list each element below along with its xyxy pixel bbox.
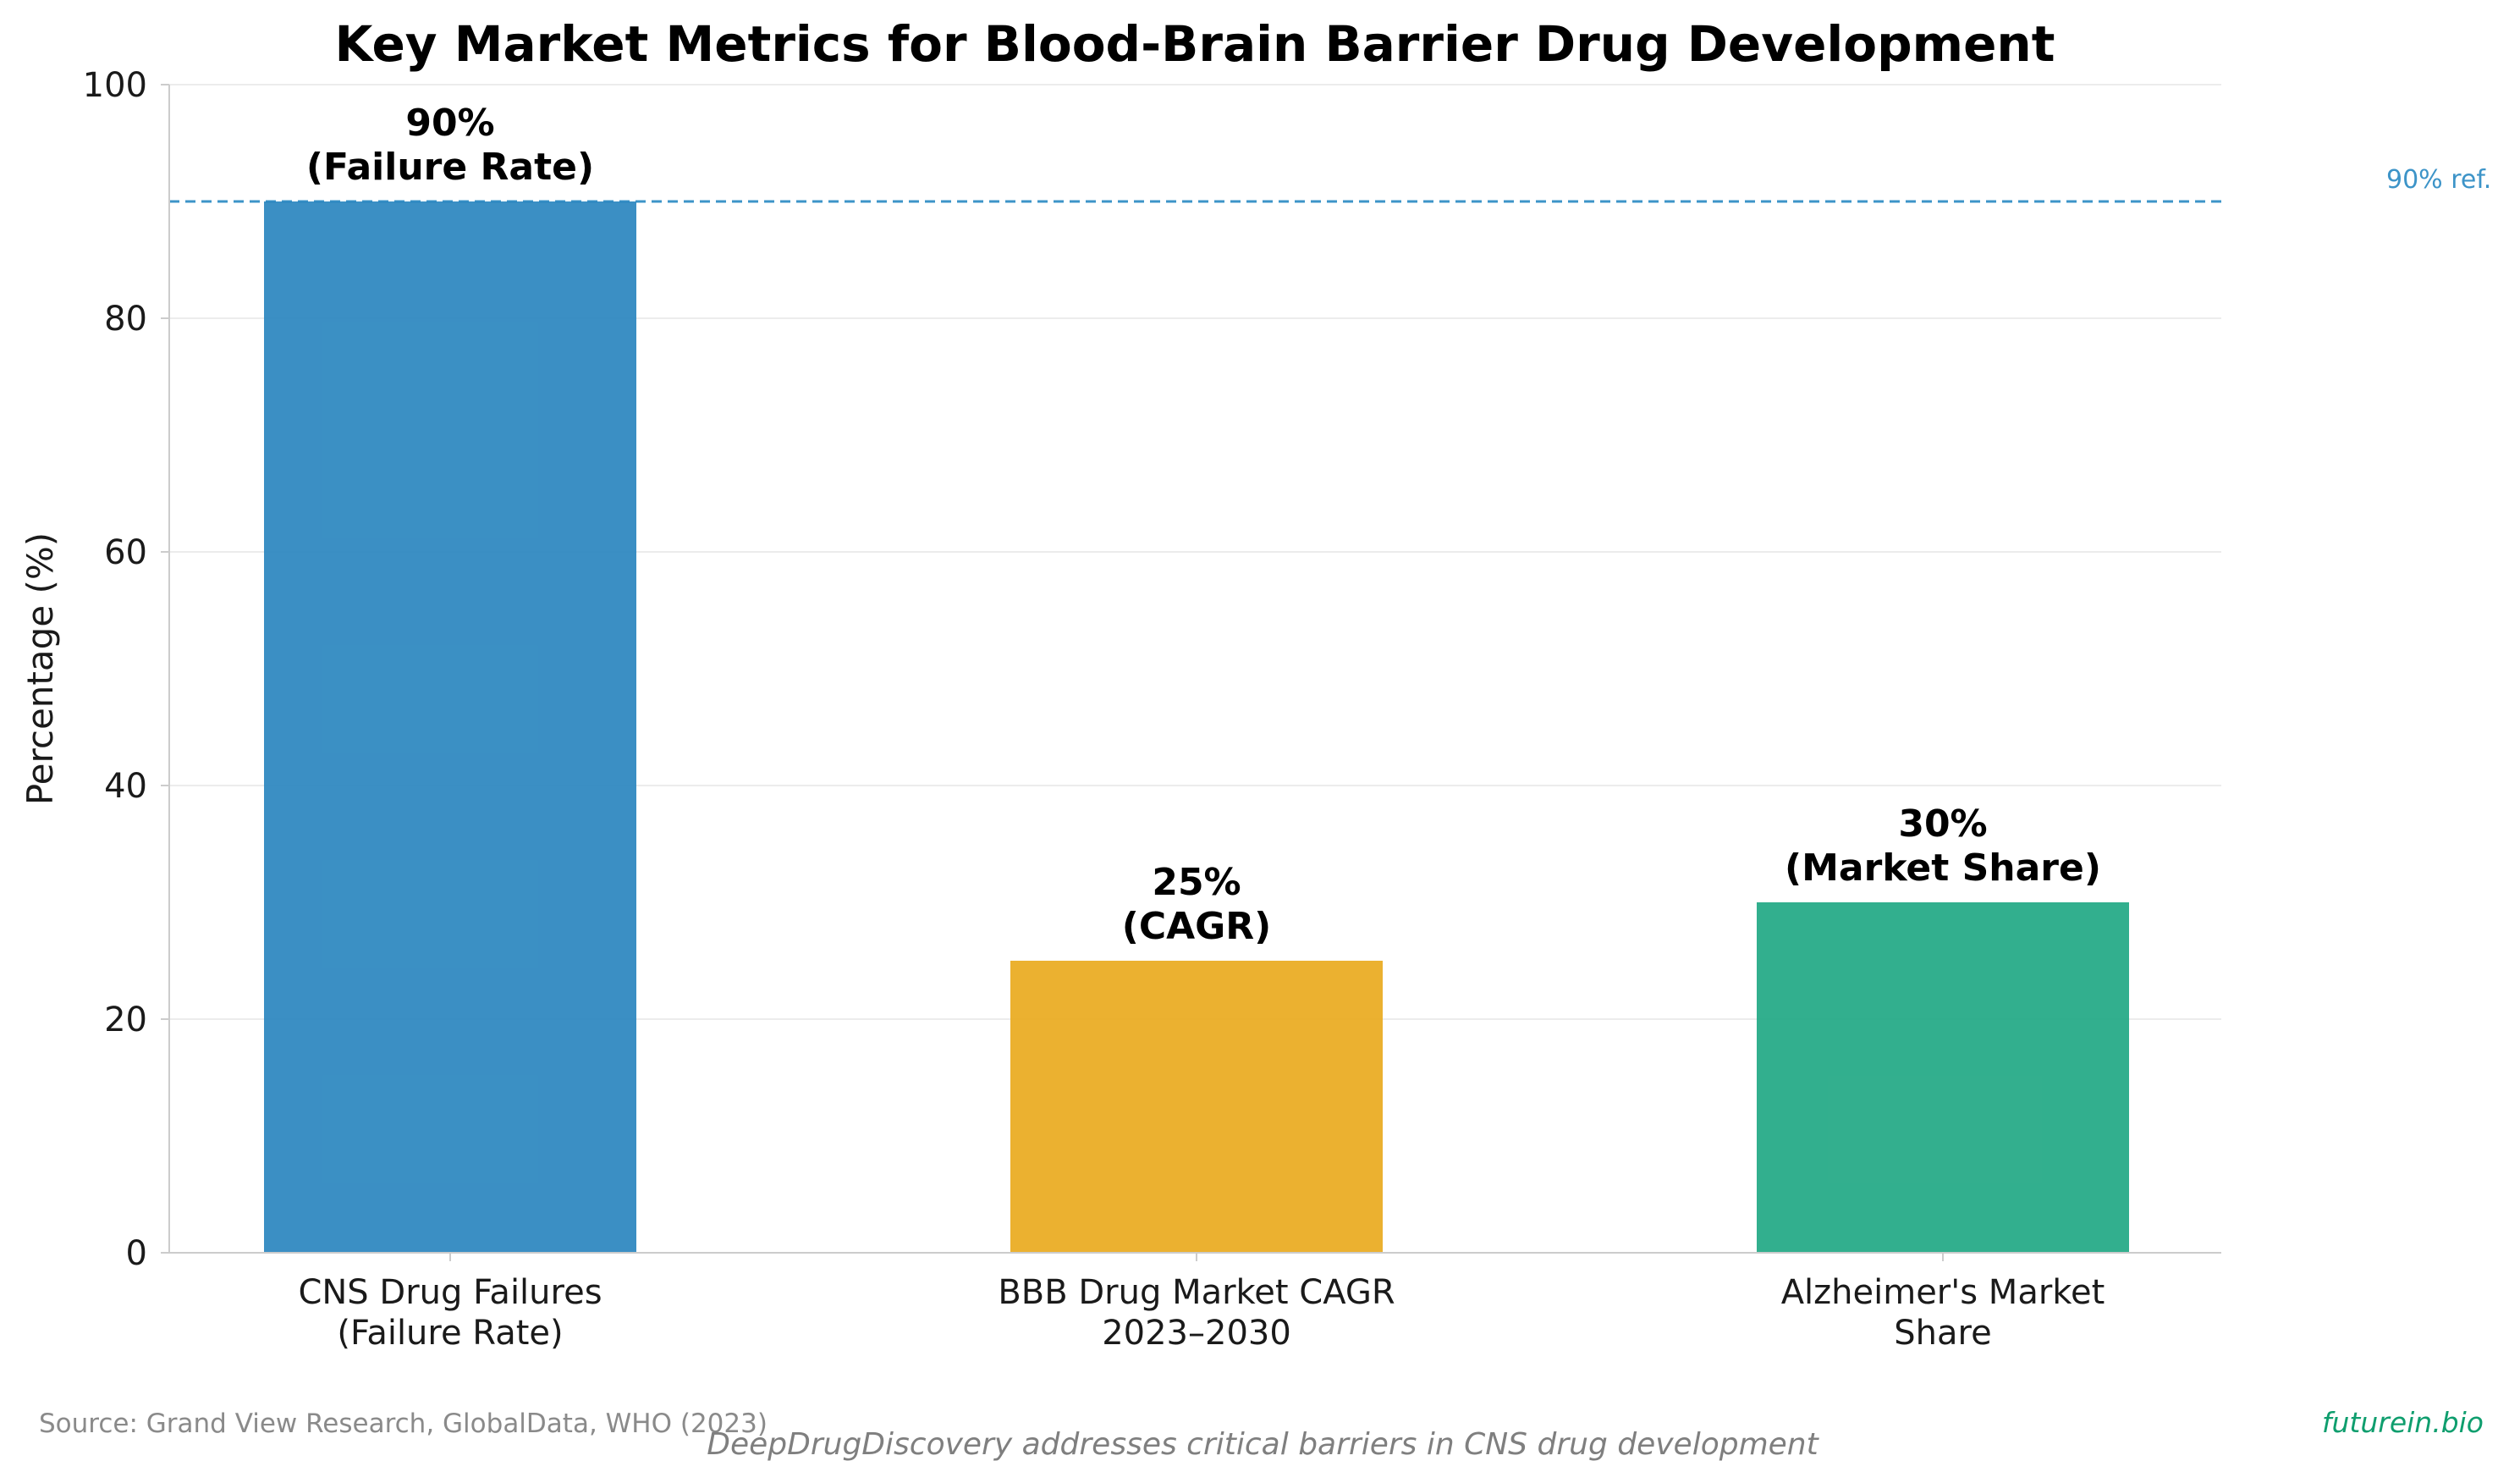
chart-title: Key Market Metrics for Blood-Brain Barri… — [335, 15, 2055, 73]
y-tick-label: 60 — [104, 533, 147, 572]
y-axis-ticks: 0 20 40 60 80 100 — [83, 66, 169, 1273]
source-note: Source: Grand View Research, GlobalData,… — [39, 1409, 768, 1439]
reference-line-label: 90% ref. — [2386, 165, 2491, 195]
x-axis-ticks: CNS Drug Failures (Failure Rate) BBB Drug … — [298, 1253, 2105, 1353]
bar — [1757, 902, 2129, 1253]
x-tick-label: BBB Drug Market CAGR 2023–2030 — [998, 1273, 1395, 1353]
y-tick-label: 20 — [104, 1001, 147, 1039]
x-tick-label: Alzheimer's Market Share — [1781, 1273, 2105, 1353]
axes — [168, 85, 2221, 1254]
y-tick-label: 40 — [104, 767, 147, 806]
y-tick-label: 0 — [126, 1234, 147, 1273]
bar-value-labels: 90% (Failure Rate) 25% (CAGR) 30% (Market Sha… — [306, 102, 2101, 948]
y-tick-label: 80 — [104, 300, 147, 339]
bar — [264, 201, 636, 1253]
bar-data-label: 30% (Market Share) — [1785, 802, 2101, 890]
y-axis-title: Percentage (%) — [19, 532, 61, 805]
y-tick-label: 100 — [83, 66, 147, 105]
bar-data-label: 25% (CAGR) — [1122, 861, 1272, 948]
bar — [1010, 961, 1383, 1253]
brand-link[interactable]: futurein.bio — [2322, 1406, 2484, 1439]
x-tick-label: CNS Drug Failures (Failure Rate) — [298, 1273, 602, 1353]
bar-data-label: 90% (Failure Rate) — [306, 102, 594, 189]
bars-group — [264, 201, 2129, 1253]
tagline: DeepDrugDiscovery addresses critical bar… — [707, 1427, 1819, 1462]
